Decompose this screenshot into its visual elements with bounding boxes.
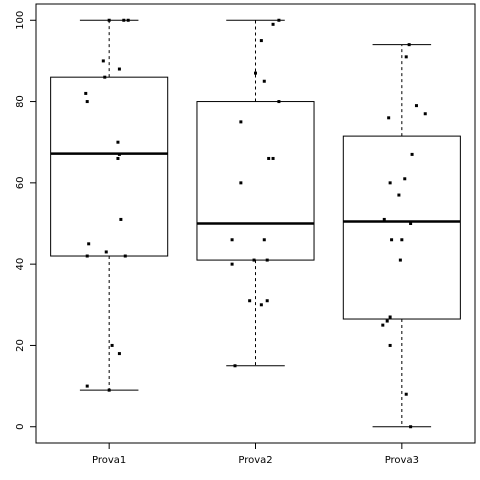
data-point (390, 238, 394, 242)
data-point (123, 254, 127, 258)
data-point (404, 392, 408, 396)
data-point (85, 100, 89, 104)
data-point (239, 120, 243, 124)
data-point (85, 254, 89, 258)
data-point (252, 258, 256, 262)
data-point (87, 242, 91, 246)
data-point (388, 343, 392, 347)
data-point (277, 100, 281, 104)
data-points (84, 18, 427, 429)
data-point (423, 112, 427, 116)
data-point (107, 388, 111, 392)
data-point (101, 59, 105, 63)
data-point (103, 75, 107, 79)
data-point (385, 319, 389, 323)
data-point (403, 177, 407, 181)
data-point (107, 18, 111, 22)
data-point (230, 262, 234, 266)
data-point (126, 18, 130, 22)
data-point (248, 299, 252, 303)
x-tick-label: Prova1 (92, 455, 126, 466)
y-axis: 0 20 40 60 80 100 (15, 11, 37, 430)
y-tick-label: 100 (15, 11, 26, 30)
y-tick-label: 0 (15, 424, 26, 430)
y-tick-label: 60 (15, 176, 26, 189)
y-tick-label: 20 (15, 339, 26, 352)
data-point (400, 238, 404, 242)
data-point (381, 323, 385, 327)
data-point (110, 343, 114, 347)
data-point (119, 217, 123, 221)
data-point (117, 152, 121, 156)
data-point (407, 43, 411, 47)
data-point (410, 152, 414, 156)
data-point (404, 55, 408, 59)
data-point (398, 258, 402, 262)
data-point (397, 193, 401, 197)
data-point (230, 238, 234, 242)
data-point (116, 156, 120, 160)
box-prova1 (50, 19, 169, 391)
data-point (239, 181, 243, 185)
data-point (254, 71, 257, 75)
x-tick-label: Prova2 (238, 455, 272, 466)
data-point (117, 67, 121, 71)
iqr-box (342, 135, 461, 320)
data-point (259, 303, 263, 307)
boxes (50, 19, 461, 428)
data-point (122, 18, 126, 22)
y-tick-label: 40 (15, 258, 26, 271)
iqr-box (50, 76, 169, 257)
data-point (409, 222, 413, 225)
data-point (387, 116, 391, 120)
data-point (267, 156, 271, 160)
data-point (382, 217, 386, 221)
data-point (409, 425, 413, 429)
data-point (262, 79, 266, 83)
data-point (84, 91, 88, 95)
data-point (259, 39, 263, 43)
iqr-box (196, 101, 315, 261)
box-prova3 (342, 44, 461, 428)
y-tick-label: 80 (15, 95, 26, 108)
data-point (277, 18, 281, 22)
data-point (271, 22, 275, 26)
x-tick-label: Prova3 (385, 455, 419, 466)
data-point (265, 258, 269, 262)
x-axis: Prova1 Prova2 Prova3 (92, 442, 419, 466)
data-point (104, 250, 108, 254)
data-point (117, 352, 121, 356)
data-point (388, 315, 392, 319)
data-point (233, 364, 237, 368)
data-point (265, 299, 269, 303)
data-point (116, 140, 120, 144)
data-point (85, 384, 89, 388)
data-point (271, 156, 275, 160)
data-point (414, 104, 418, 108)
data-point (262, 238, 266, 242)
data-point (388, 181, 392, 185)
